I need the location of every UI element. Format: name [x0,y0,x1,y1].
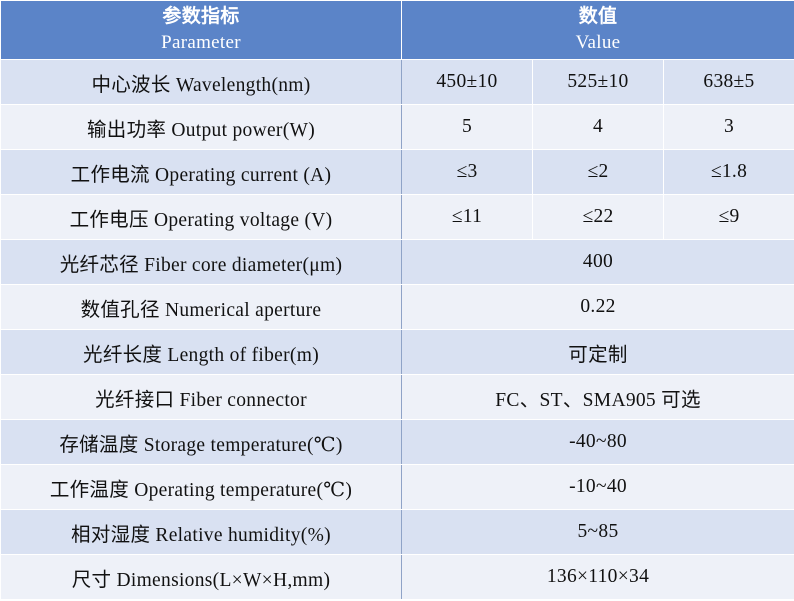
row-label: 光纤长度 Length of fiber(m) [0,329,402,375]
table-header-row: 参数指标 Parameter 数值 Value [0,0,794,60]
parameter-header-en: Parameter [161,32,241,53]
row-label: 工作温度 Operating temperature(℃) [0,464,402,510]
table-row: 输出功率 Output power(W) 5 4 3 [0,104,794,150]
row-label: 输出功率 Output power(W) [0,104,402,150]
table-row: 光纤接口 Fiber connector FC、ST、SMA905 可选 [0,374,794,420]
row-label: 存储温度 Storage temperature(℃) [0,419,402,465]
row-value: 136×110×34 [400,554,794,600]
row-value: ≤1.8 [662,149,794,195]
row-value: 4 [532,104,664,150]
table-row: 工作电流 Operating current (A) ≤3 ≤2 ≤1.8 [0,149,794,195]
row-label: 光纤接口 Fiber connector [0,374,402,420]
table-row: 光纤长度 Length of fiber(m) 可定制 [0,329,794,375]
row-value: 400 [400,239,794,285]
row-value: -10~40 [400,464,794,510]
row-value: 525±10 [532,59,664,105]
value-header: 数值 Value [400,0,794,60]
row-value: 450±10 [401,59,533,105]
row-value: 0.22 [400,284,794,330]
row-label: 工作电压 Operating voltage (V) [0,194,402,240]
table-row: 工作温度 Operating temperature(℃) -10~40 [0,464,794,510]
row-label: 相对湿度 Relative humidity(%) [0,509,402,555]
table-row: 数值孔径 Numerical aperture 0.22 [0,284,794,330]
row-value: ≤2 [532,149,664,195]
row-value: ≤9 [662,194,794,240]
table-row: 中心波长 Wavelength(nm) 450±10 525±10 638±5 [0,59,794,105]
row-value: ≤22 [532,194,664,240]
row-label: 数值孔径 Numerical aperture [0,284,402,330]
row-value: ≤11 [401,194,533,240]
row-value: 5~85 [400,509,794,555]
row-label: 中心波长 Wavelength(nm) [0,59,402,105]
table-row: 工作电压 Operating voltage (V) ≤11 ≤22 ≤9 [0,194,794,240]
row-label: 光纤芯径 Fiber core diameter(μm) [0,239,402,285]
row-label: 尺寸 Dimensions(L×W×H,mm) [0,554,402,600]
table-row: 存储温度 Storage temperature(℃) -40~80 [0,419,794,465]
row-value: -40~80 [400,419,794,465]
table-row: 光纤芯径 Fiber core diameter(μm) 400 [0,239,794,285]
row-value: 638±5 [662,59,794,105]
value-header-cn: 数值 [578,6,618,27]
row-label: 工作电流 Operating current (A) [0,149,402,195]
row-value: FC、ST、SMA905 可选 [400,374,794,420]
parameter-header: 参数指标 Parameter [0,0,402,60]
row-value: 3 [662,104,794,150]
row-value: 可定制 [400,329,794,375]
value-header-en: Value [575,32,621,53]
row-value: ≤3 [401,149,533,195]
table-row: 相对湿度 Relative humidity(%) 5~85 [0,509,794,555]
table-row: 尺寸 Dimensions(L×W×H,mm) 136×110×34 [0,554,794,600]
parameter-header-cn: 参数指标 [162,6,240,27]
row-value: 5 [401,104,533,150]
